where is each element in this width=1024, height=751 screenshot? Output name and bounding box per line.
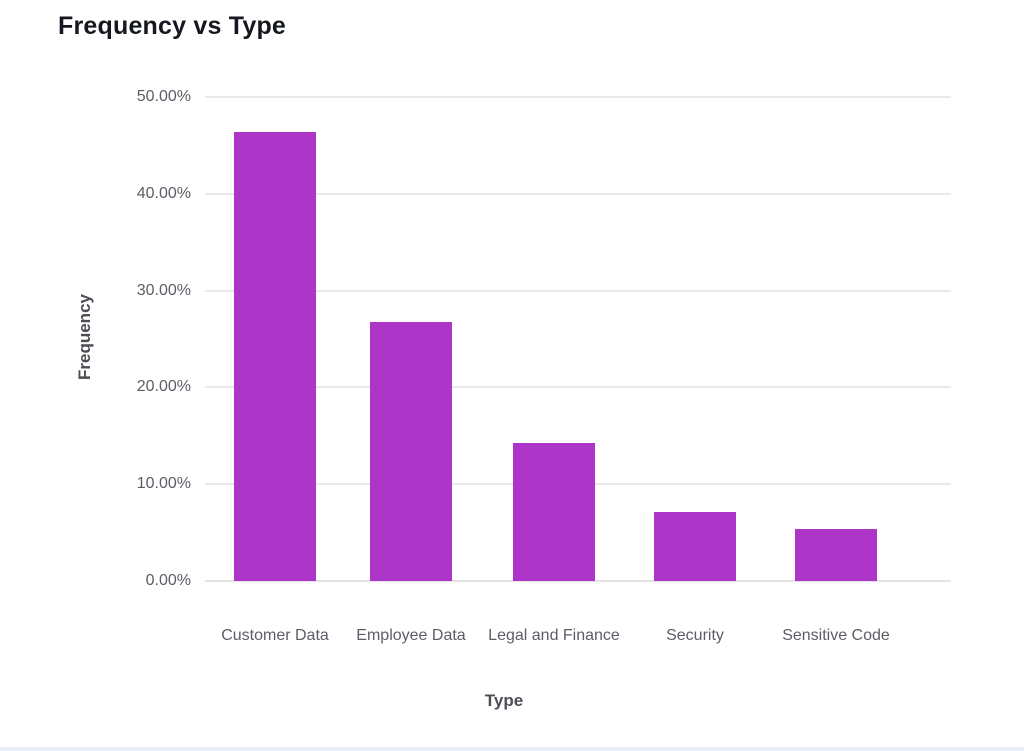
- x-tick-label: Security: [666, 627, 724, 644]
- bar-security[interactable]: [654, 512, 736, 581]
- x-tick-label: Legal and Finance: [488, 627, 620, 644]
- x-tick-label: Employee Data: [356, 627, 466, 644]
- y-axis-title: Frequency: [75, 294, 94, 380]
- y-tick-label: 50.00%: [136, 88, 191, 105]
- x-tick-label: Sensitive Code: [782, 627, 890, 644]
- x-axis-title: Type: [484, 691, 524, 710]
- y-tick-label: 20.00%: [136, 378, 191, 396]
- bar-legal-and-finance[interactable]: [513, 443, 595, 581]
- bar-customer-data[interactable]: [234, 132, 316, 581]
- bar-employee-data[interactable]: [370, 322, 452, 581]
- gridline: [205, 289, 951, 292]
- x-tick-label: Customer Data: [221, 627, 329, 644]
- y-tick-label: 0.00%: [145, 572, 191, 589]
- gridline: [205, 386, 951, 389]
- window-bottom-edge: [0, 747, 1024, 751]
- chart-title: Frequency vs Type: [58, 12, 287, 40]
- bar-sensitive-code[interactable]: [795, 529, 877, 581]
- y-tick-label: 40.00%: [136, 184, 191, 202]
- gridline: [205, 192, 951, 195]
- y-tick-label: 30.00%: [136, 281, 191, 299]
- x-axis-baseline: [205, 580, 951, 582]
- y-tick-label: 10.00%: [136, 475, 191, 493]
- gridline: [205, 96, 951, 98]
